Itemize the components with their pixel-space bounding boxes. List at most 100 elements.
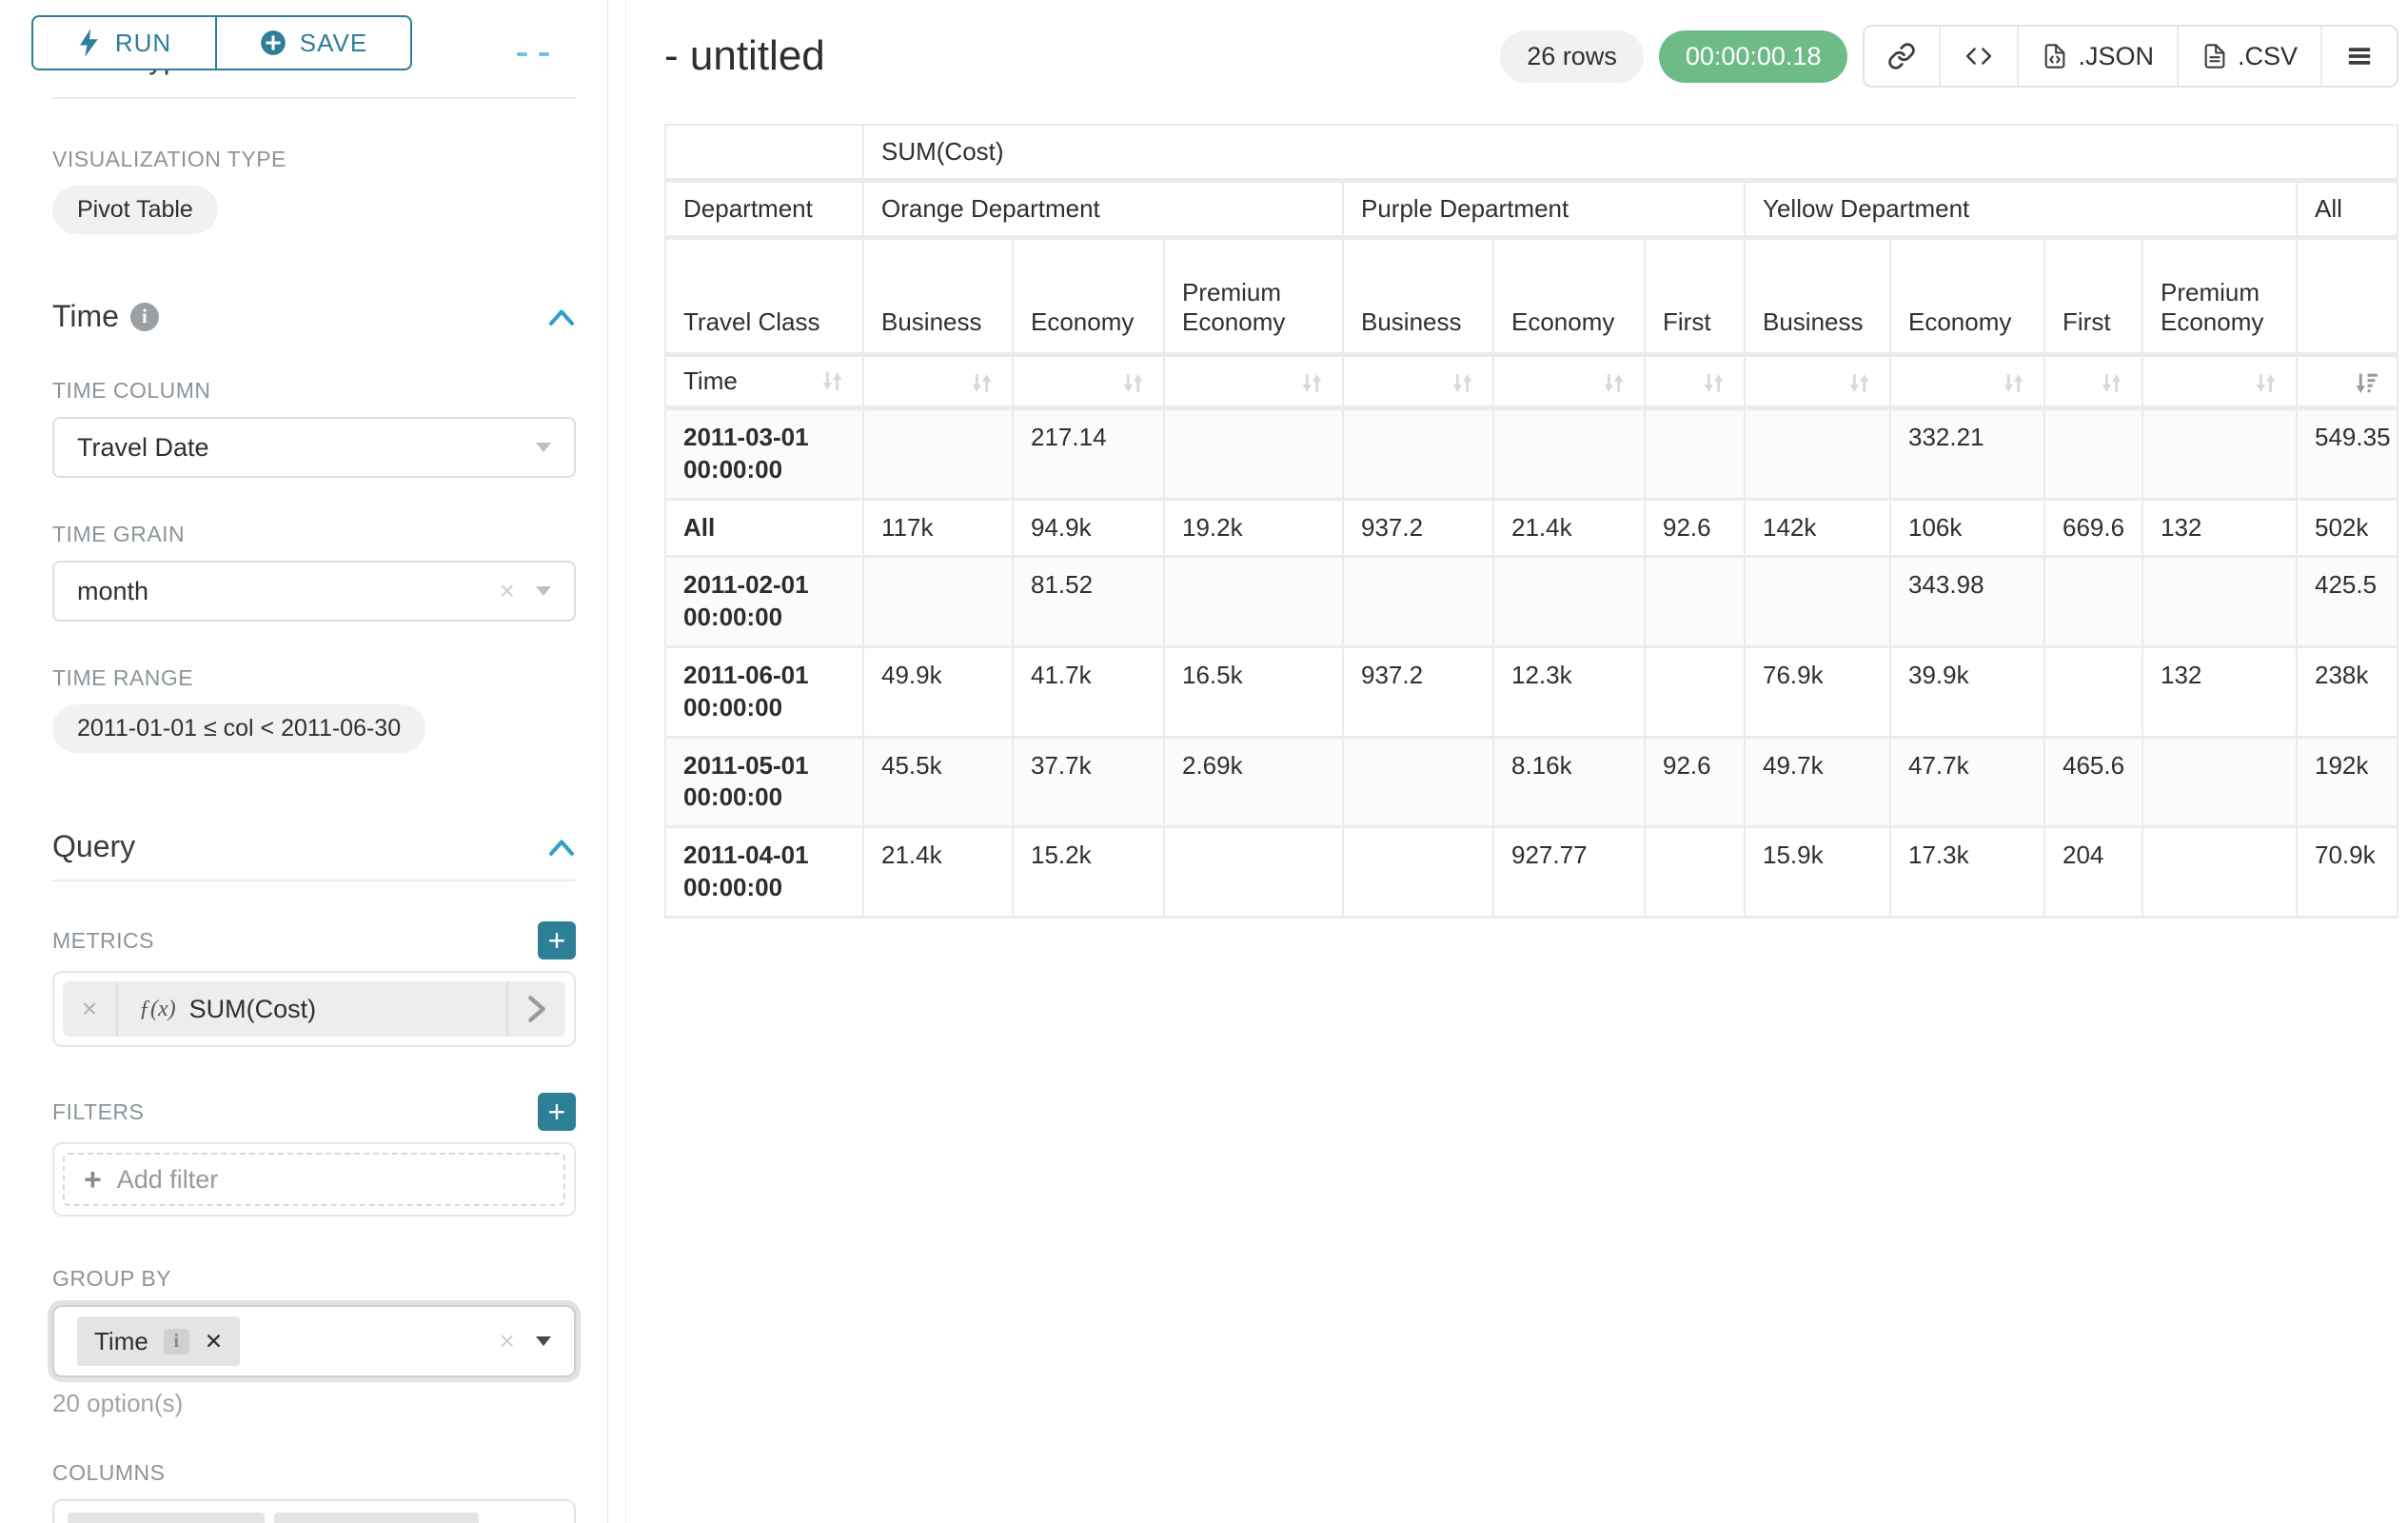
class-header-cell: First: [2044, 237, 2143, 357]
results-menu-button[interactable]: [2320, 27, 2398, 86]
class-header-cell: Premium Economy: [2142, 237, 2298, 357]
time-grain-select[interactable]: month ×: [52, 561, 576, 622]
view-query-button[interactable]: [1939, 27, 2018, 86]
value-cell: [1164, 826, 1344, 919]
table-row: 2011-02-01 00:00:00 81.52 343.98 425.5: [665, 556, 2399, 648]
fx-icon: ƒ(x): [139, 996, 176, 1021]
sort-cell[interactable]: [1493, 354, 1646, 410]
columns-select[interactable]: Department ✕ Travel Class ✕ ×: [52, 1499, 576, 1523]
value-cell: 47.7k: [1890, 737, 2045, 829]
value-cell: 21.4k: [863, 826, 1014, 919]
metric-remove-icon[interactable]: ×: [63, 981, 118, 1037]
travel-class-header-row: Travel Class Business Economy Premium Econo…: [665, 237, 2399, 357]
metric-chip[interactable]: × ƒ(x) SUM(Cost): [63, 981, 565, 1037]
group-by-chip-time[interactable]: Time i ✕: [77, 1316, 241, 1366]
chip-label: Time: [94, 1326, 148, 1355]
value-cell: 2.69k: [1164, 737, 1344, 829]
value-cell: 94.9k: [1013, 499, 1165, 559]
value-cell: 15.2k: [1013, 826, 1165, 919]
group-by-select[interactable]: Time i ✕ ×: [52, 1305, 576, 1377]
sort-cell[interactable]: [2142, 354, 2298, 410]
columns-chip-travel-class[interactable]: Travel Class ✕: [274, 1513, 479, 1523]
value-cell: 70.9k: [2297, 826, 2399, 919]
columns-chip-department[interactable]: Department ✕: [68, 1513, 266, 1523]
sort-icon[interactable]: [819, 368, 845, 394]
value-cell: [2142, 407, 2298, 501]
sort-cell[interactable]: [2297, 354, 2399, 410]
clear-icon[interactable]: ×: [499, 1326, 515, 1355]
value-cell: 217.14: [1013, 407, 1165, 501]
run-button[interactable]: RUN: [31, 15, 216, 70]
value-cell: 192k: [2297, 737, 2399, 829]
sort-cell[interactable]: [1645, 354, 1746, 410]
value-cell: 45.5k: [863, 737, 1014, 829]
sort-cell[interactable]: [1745, 354, 1891, 410]
sort-cell[interactable]: [1013, 354, 1165, 410]
sort-icon[interactable]: [1846, 370, 1872, 396]
value-cell: [1343, 826, 1494, 919]
table-row: 2011-04-01 00:00:00 21.4k 15.2k 927.77 15.9k…: [665, 826, 2399, 919]
chip-remove-icon[interactable]: ✕: [204, 1328, 224, 1354]
sort-cell[interactable]: [1164, 354, 1344, 410]
sort-icon[interactable]: [2253, 370, 2279, 396]
link-icon: [1888, 43, 1916, 69]
save-button[interactable]: SAVE: [216, 15, 412, 70]
class-header-cell: First: [1645, 237, 1746, 357]
sort-icon[interactable]: [1450, 370, 1475, 396]
group-header-cell: Yellow Department: [1745, 180, 2298, 240]
toolbar: RUN SAVE: [31, 15, 412, 70]
sort-descending-icon[interactable]: [2354, 370, 2379, 396]
class-header-cell: Economy: [1013, 237, 1165, 357]
time-column-label: TIME COLUMN: [52, 378, 211, 403]
sort-icon[interactable]: [2001, 370, 2026, 396]
main-area: - untitled 26 rows 00:00:00.18 .JSON: [626, 0, 2408, 1523]
table-row: All 117k 94.9k 19.2k 937.2 21.4k 92.6 142k 106k 6…: [665, 499, 2399, 559]
sort-icon[interactable]: [1601, 370, 1627, 396]
value-cell: 39.9k: [1890, 646, 2045, 739]
value-cell: 92.6: [1645, 499, 1746, 559]
time-range-pill[interactable]: 2011-01-01 ≤ col < 2011-06-30: [52, 704, 426, 753]
sort-icon[interactable]: [1299, 370, 1325, 396]
value-cell: [2142, 826, 2298, 919]
sort-cell[interactable]: [1343, 354, 1494, 410]
query-section-header[interactable]: Query: [52, 829, 576, 864]
add-metric-button[interactable]: +: [538, 921, 576, 959]
sort-icon[interactable]: [1120, 370, 1146, 396]
chevron-up-icon[interactable]: [547, 307, 576, 327]
columns-label: COLUMNS: [52, 1460, 166, 1485]
metric-expand-icon[interactable]: [506, 981, 565, 1037]
table-row: 2011-05-01 00:00:00 45.5k 37.7k 2.69k 8.16k 9…: [665, 737, 2399, 829]
value-cell: 132: [2142, 499, 2298, 559]
row-label-cell: 2011-02-01 00:00:00: [665, 556, 864, 648]
viz-type-pill[interactable]: Pivot Table: [52, 186, 218, 234]
add-filter-plus-button[interactable]: +: [538, 1093, 576, 1131]
value-cell: [1745, 556, 1891, 648]
value-cell: 465.6: [2044, 737, 2143, 829]
sort-cell[interactable]: [1890, 354, 2045, 410]
sort-cell[interactable]: [2044, 354, 2143, 410]
main-header: - untitled 26 rows 00:00:00.18 .JSON: [664, 25, 2399, 88]
sort-icon[interactable]: [1701, 370, 1727, 396]
copy-link-button[interactable]: [1865, 27, 1940, 86]
time-column-select[interactable]: Travel Date: [52, 417, 576, 478]
sort-icon[interactable]: [969, 370, 995, 396]
corner-cell: [665, 125, 864, 183]
value-cell: 19.2k: [1164, 499, 1344, 559]
value-cell: 927.77: [1493, 826, 1646, 919]
bolt-icon: [79, 29, 98, 57]
plus-circle-icon: [260, 30, 286, 55]
add-filter-button[interactable]: + Add filter: [63, 1153, 565, 1206]
time-section-header[interactable]: Time i: [52, 299, 576, 334]
plus-icon: +: [84, 1161, 102, 1197]
download-csv-button[interactable]: .CSV: [2176, 27, 2321, 86]
panel-resizer[interactable]: [607, 0, 626, 1523]
chart-title[interactable]: - untitled: [664, 32, 825, 79]
download-json-button[interactable]: .JSON: [2017, 27, 2177, 86]
sort-icon[interactable]: [2099, 370, 2124, 396]
class-header-cell: [2297, 237, 2399, 357]
clear-icon[interactable]: ×: [499, 576, 515, 605]
chevron-up-icon[interactable]: [547, 837, 576, 858]
value-cell: [1164, 556, 1344, 648]
sort-cell[interactable]: [863, 354, 1014, 410]
time-sort-cell[interactable]: Time: [665, 354, 864, 410]
